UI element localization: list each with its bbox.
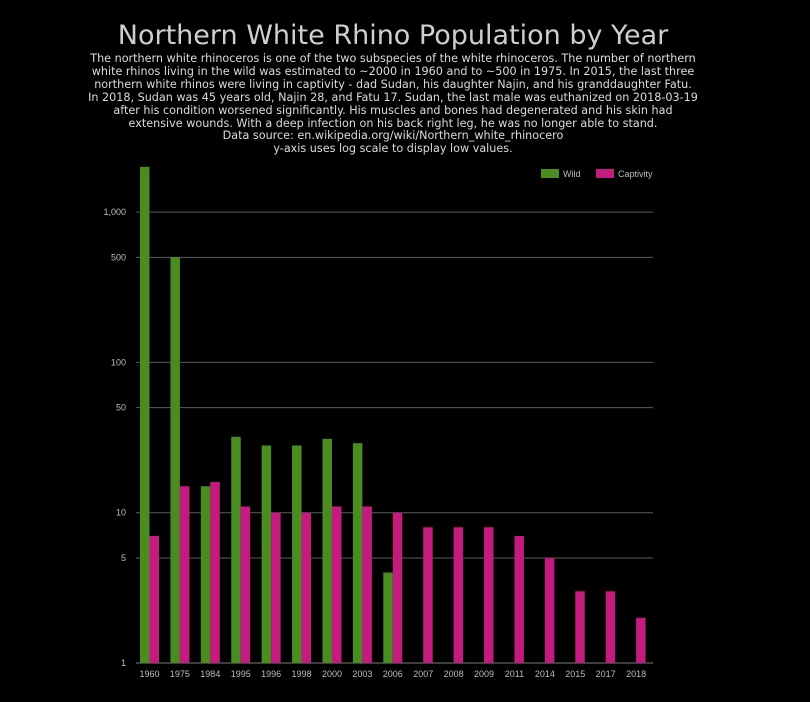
y-tick-label: 5 (121, 553, 126, 563)
bar-captivity (514, 535, 524, 663)
bar-wild (352, 443, 363, 663)
chart-title: Northern White Rhino Population by Year (117, 20, 669, 51)
bar-wild (231, 436, 241, 663)
scale-note-line: y-axis uses log scale to display low val… (273, 142, 513, 156)
x-tick-label: 2008 (444, 669, 464, 679)
x-tick-label: 2009 (474, 669, 494, 679)
legend-swatch-captivity (596, 169, 614, 178)
description-line: extensive wounds. With a deep infection … (128, 116, 658, 130)
bar-wild (322, 438, 332, 663)
y-tick-label: 50 (116, 403, 126, 413)
data-source-line: Data source: en.wikipedia.org/wiki/North… (222, 129, 564, 143)
x-tick-label: 2003 (352, 669, 372, 679)
y-axis: 1 5 10 50 100 500 1,000 (103, 207, 126, 668)
x-tick-label: 1996 (261, 669, 281, 679)
x-tick-label: 1975 (170, 669, 190, 679)
bar-captivity (271, 512, 281, 663)
bar-captivity (210, 482, 220, 663)
y-tick-label: 10 (116, 508, 126, 518)
y-tick-label: 500 (111, 252, 126, 262)
bar-captivity (636, 617, 646, 663)
x-tick-label: 2017 (596, 669, 616, 679)
bar-captivity (392, 512, 403, 663)
x-tick-label: 2007 (413, 669, 433, 679)
bar-wild (383, 572, 393, 663)
x-tick-label: 1995 (231, 669, 251, 679)
bar-captivity (149, 535, 159, 663)
x-tick-label: 2011 (505, 669, 524, 679)
bar-captivity (544, 557, 555, 663)
legend: Wild Captivity (541, 169, 653, 179)
bar-wild (292, 445, 302, 663)
bar-captivity (240, 506, 251, 663)
x-tick-label: 2014 (535, 669, 555, 679)
y-tick-label: 1 (121, 658, 126, 668)
y-tick-label: 1,000 (103, 207, 126, 217)
x-tick-label: 2000 (322, 669, 342, 679)
x-tick-label: 1998 (292, 669, 312, 679)
bar-captivity (423, 527, 433, 663)
y-tick-label: 100 (111, 357, 126, 367)
bar-captivity (484, 527, 494, 663)
legend-label-captivity: Captivity (618, 169, 653, 179)
legend-label-wild: Wild (563, 169, 581, 179)
bar-captivity (331, 506, 342, 663)
gridlines (136, 211, 653, 664)
description-line: In 2018, Sudan was 45 years old, Najin 2… (88, 90, 698, 104)
x-axis: 1960 1975 1984 1995 1996 1998 2000 2003 2006 2007… (139, 669, 646, 679)
bar-captivity (575, 591, 585, 663)
bar-captivity (301, 512, 312, 663)
x-tick-label: 1984 (200, 669, 220, 679)
description-line: northern white rhinos were living in cap… (94, 77, 692, 91)
legend-swatch-wild (541, 169, 559, 178)
chart-description: The northern white rhinoceros is one of … (0, 52, 786, 156)
bar-captivity (179, 486, 190, 663)
bar-wild (200, 486, 211, 663)
bar-wild (170, 257, 180, 663)
x-tick-label: 2015 (565, 669, 585, 679)
description-line: white rhinos living in the wild was esti… (91, 64, 695, 78)
x-tick-label: 1960 (139, 669, 159, 679)
bar-wild (140, 166, 150, 663)
description-line: after his condition worsened significant… (113, 103, 673, 117)
bar-wild (261, 445, 272, 663)
x-tick-label: 2018 (626, 669, 646, 679)
bar-captivity (453, 527, 464, 663)
bars (140, 166, 646, 663)
description-line: The northern white rhinoceros is one of … (90, 52, 696, 65)
bar-captivity (362, 506, 372, 663)
x-tick-label: 2006 (383, 669, 403, 679)
bar-captivity (605, 591, 616, 663)
